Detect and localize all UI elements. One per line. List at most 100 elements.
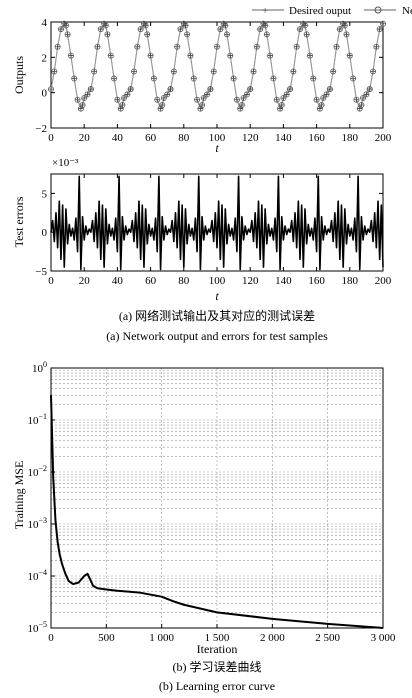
- network-output-point: [360, 94, 367, 101]
- desired-output-point: [182, 23, 188, 29]
- network-output-point: [230, 75, 237, 82]
- network-output-point: [121, 94, 128, 101]
- desired-output-point: [239, 102, 245, 108]
- desired-output-point: [128, 86, 134, 92]
- network-output-point: [333, 43, 340, 50]
- network-output-point: [54, 43, 61, 50]
- desired-output-point: [244, 91, 250, 97]
- network-output-point: [137, 26, 144, 33]
- desired-output-point: [363, 91, 369, 97]
- x-tick-label: 1 000: [149, 632, 174, 644]
- x-tick-label: 60: [145, 132, 157, 144]
- desired-output-point: [124, 91, 130, 97]
- mse-chart: 0 500 1 000 1 500 2 000 2 500 3 000 10−5 10−4 10−…: [12, 360, 396, 656]
- network-output-point: [287, 86, 294, 93]
- y-tick-label: 0: [42, 227, 48, 239]
- network-output-point: [323, 91, 330, 98]
- network-output-point: [243, 91, 250, 98]
- desired-output-point: [257, 26, 263, 32]
- network-output-point: [379, 20, 386, 27]
- network-output-point: [87, 86, 94, 93]
- desired-output-point: [302, 23, 308, 29]
- network-output-point: [150, 75, 157, 82]
- desired-output-point: [211, 68, 217, 74]
- desired-output-point: [274, 97, 280, 103]
- network-output-point: [62, 22, 69, 29]
- network-output-point: [363, 91, 370, 98]
- mse-ylabel: Training MSE: [12, 461, 26, 530]
- network-output-point: [200, 94, 207, 101]
- network-output-point: [237, 105, 244, 112]
- network-output-point: [102, 22, 109, 29]
- desired-output-point: [343, 31, 349, 37]
- network-output-point: [174, 43, 181, 50]
- network-output-point: [154, 96, 161, 103]
- network-output-point: [247, 86, 254, 93]
- desired-output-point: [88, 86, 94, 92]
- network-output-point: [197, 105, 204, 112]
- network-output-point: [101, 20, 108, 27]
- network-output-point: [190, 75, 197, 82]
- desired-output-point: [247, 86, 253, 92]
- network-output-point: [130, 68, 137, 75]
- network-output-point: [260, 20, 267, 27]
- desired-output-point: [380, 21, 386, 27]
- desired-output-point: [337, 26, 343, 32]
- desired-output-point: [319, 102, 325, 108]
- desired-output-point: [297, 26, 303, 32]
- y-tick-label: 10−2: [27, 464, 47, 479]
- desired-output-point: [98, 26, 104, 32]
- network-output-point: [84, 91, 91, 98]
- network-output-point: [167, 86, 174, 93]
- caption-a-cn: (a) 网络测试输出及其对应的测试误差: [119, 308, 315, 323]
- network-output-point: [61, 20, 68, 27]
- network-output-point: [263, 31, 270, 38]
- desired-output-point: [174, 44, 180, 50]
- mse-xlabel: Iteration: [197, 642, 238, 656]
- network-output-point: [94, 43, 101, 50]
- desired-output-point: [48, 86, 54, 92]
- network-output-point: [147, 52, 154, 59]
- desired-output-point: [184, 31, 190, 37]
- desired-output-point: [161, 95, 167, 101]
- network-output-point: [356, 105, 363, 112]
- network-output-point: [346, 52, 353, 59]
- network-output-point: [316, 105, 323, 112]
- desired-output-point: [217, 26, 223, 32]
- desired-output-point: [222, 23, 228, 29]
- y-tick-label: 0: [42, 88, 48, 100]
- desired-output-point: [168, 86, 174, 92]
- network-output-point: [187, 52, 194, 59]
- desired-output-point: [94, 44, 100, 50]
- network-output-point: [300, 20, 307, 27]
- network-output-point: [313, 96, 320, 103]
- network-output-point: [210, 68, 217, 75]
- desired-output-point: [144, 31, 150, 37]
- network-output-point: [240, 94, 247, 101]
- x-tick-label: 180: [342, 132, 359, 144]
- x-tick-label: 0: [48, 632, 54, 644]
- network-output-point: [177, 26, 184, 33]
- desired-output-point: [131, 68, 137, 74]
- network-output-point: [310, 75, 317, 82]
- network-output-point: [164, 91, 171, 98]
- desired-output-point: [330, 68, 336, 74]
- network-output-point: [227, 52, 234, 59]
- outputs-legend: + Desired ouput Network ouput: [252, 5, 412, 17]
- network-output-point: [117, 105, 124, 112]
- desired-output-point: [111, 76, 117, 82]
- desired-output-point: [360, 95, 366, 101]
- desired-output-point: [270, 76, 276, 82]
- x-tick-label: 80: [178, 132, 190, 144]
- desired-output-point: [159, 102, 165, 108]
- y-tick-label: 5: [42, 188, 48, 200]
- network-output-point: [127, 86, 134, 93]
- network-output-point: [207, 86, 214, 93]
- errors-exponent: ×10⁻³: [52, 157, 79, 169]
- network-output-point: [51, 68, 58, 75]
- desired-output-point: [58, 26, 64, 32]
- network-output-point: [81, 94, 88, 101]
- legend-network-label: Network ouput: [402, 5, 412, 17]
- x-tick-label: 100: [209, 275, 226, 287]
- x-tick-label: 40: [112, 275, 124, 287]
